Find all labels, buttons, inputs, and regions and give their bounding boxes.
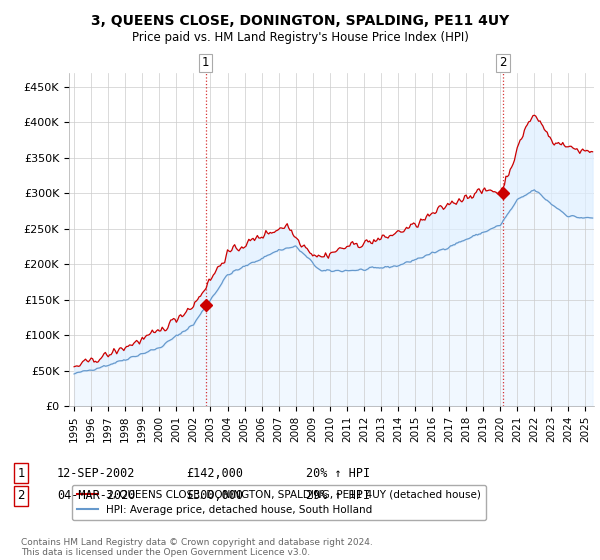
Text: 2: 2 xyxy=(499,57,507,69)
Text: 2: 2 xyxy=(17,489,25,502)
Text: 1: 1 xyxy=(202,57,209,69)
Text: Contains HM Land Registry data © Crown copyright and database right 2024.
This d: Contains HM Land Registry data © Crown c… xyxy=(21,538,373,557)
Text: 12-SEP-2002: 12-SEP-2002 xyxy=(57,466,136,480)
Text: 1: 1 xyxy=(17,466,25,480)
Text: 04-MAR-2020: 04-MAR-2020 xyxy=(57,489,136,502)
Text: £300,000: £300,000 xyxy=(186,489,243,502)
Legend: 3, QUEENS CLOSE, DONINGTON, SPALDING, PE11 4UY (detached house), HPI: Average pr: 3, QUEENS CLOSE, DONINGTON, SPALDING, PE… xyxy=(71,484,486,520)
Text: 29% ↑ HPI: 29% ↑ HPI xyxy=(306,489,370,502)
Text: 20% ↑ HPI: 20% ↑ HPI xyxy=(306,466,370,480)
Text: Price paid vs. HM Land Registry's House Price Index (HPI): Price paid vs. HM Land Registry's House … xyxy=(131,31,469,44)
Text: 3, QUEENS CLOSE, DONINGTON, SPALDING, PE11 4UY: 3, QUEENS CLOSE, DONINGTON, SPALDING, PE… xyxy=(91,14,509,28)
Text: £142,000: £142,000 xyxy=(186,466,243,480)
